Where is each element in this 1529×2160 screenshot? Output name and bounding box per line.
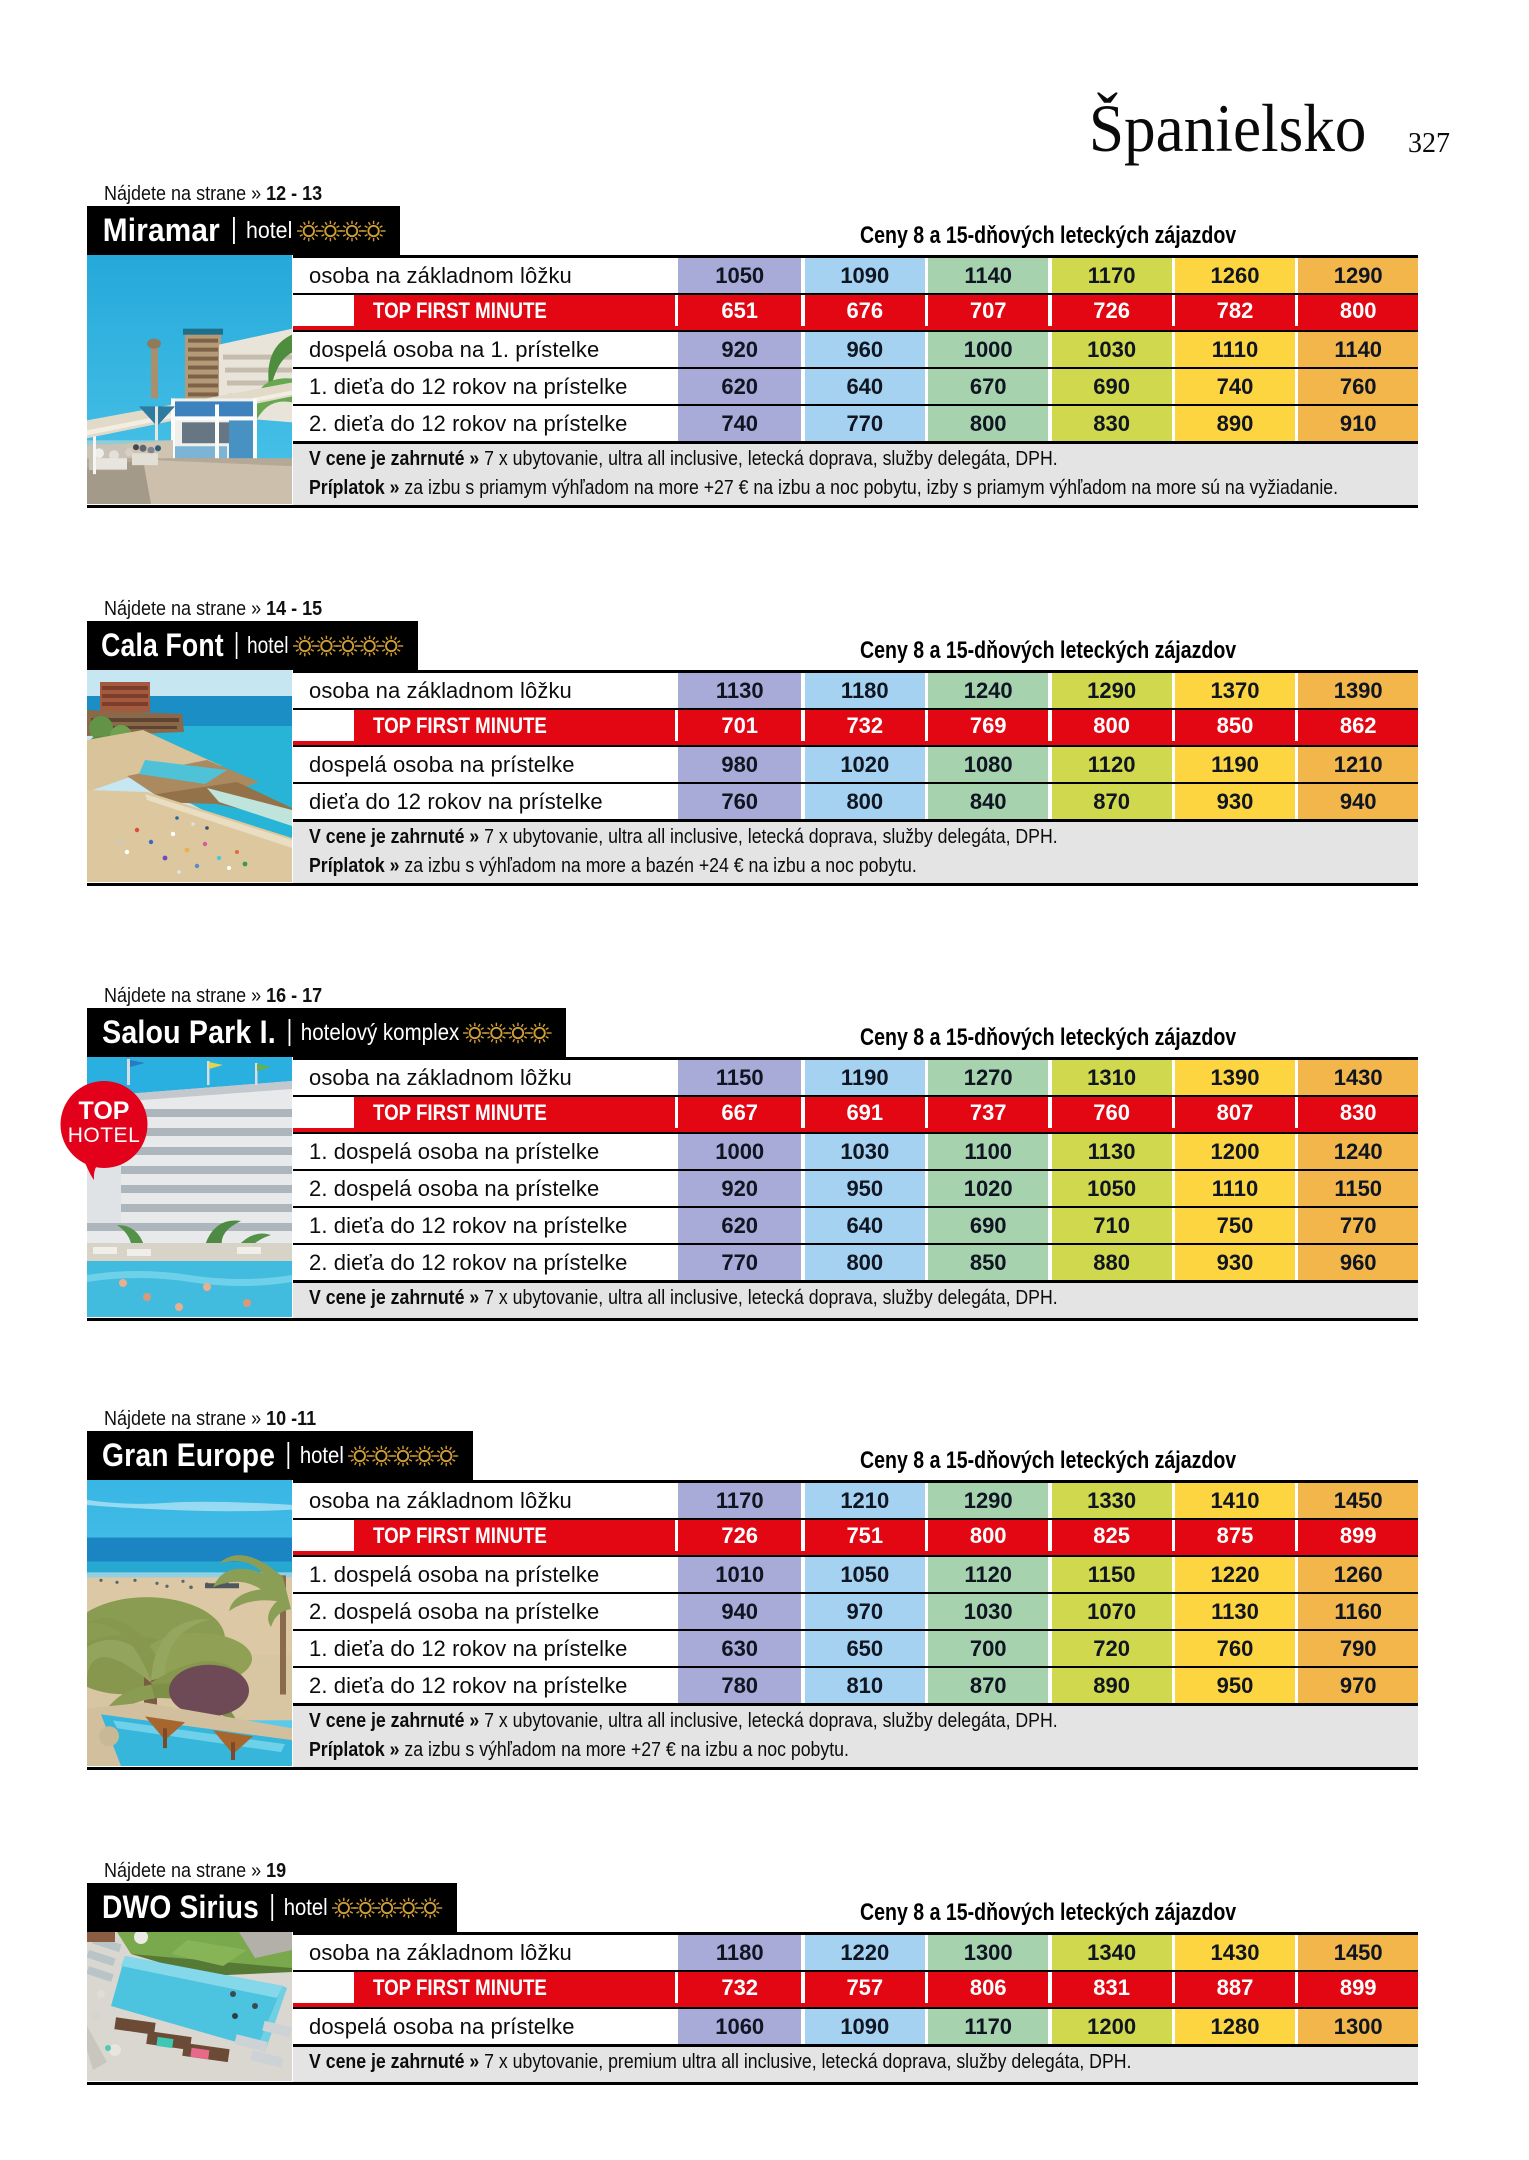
svg-text:HOTEL: HOTEL: [68, 1124, 141, 1147]
svg-text:TOP: TOP: [79, 1097, 130, 1125]
